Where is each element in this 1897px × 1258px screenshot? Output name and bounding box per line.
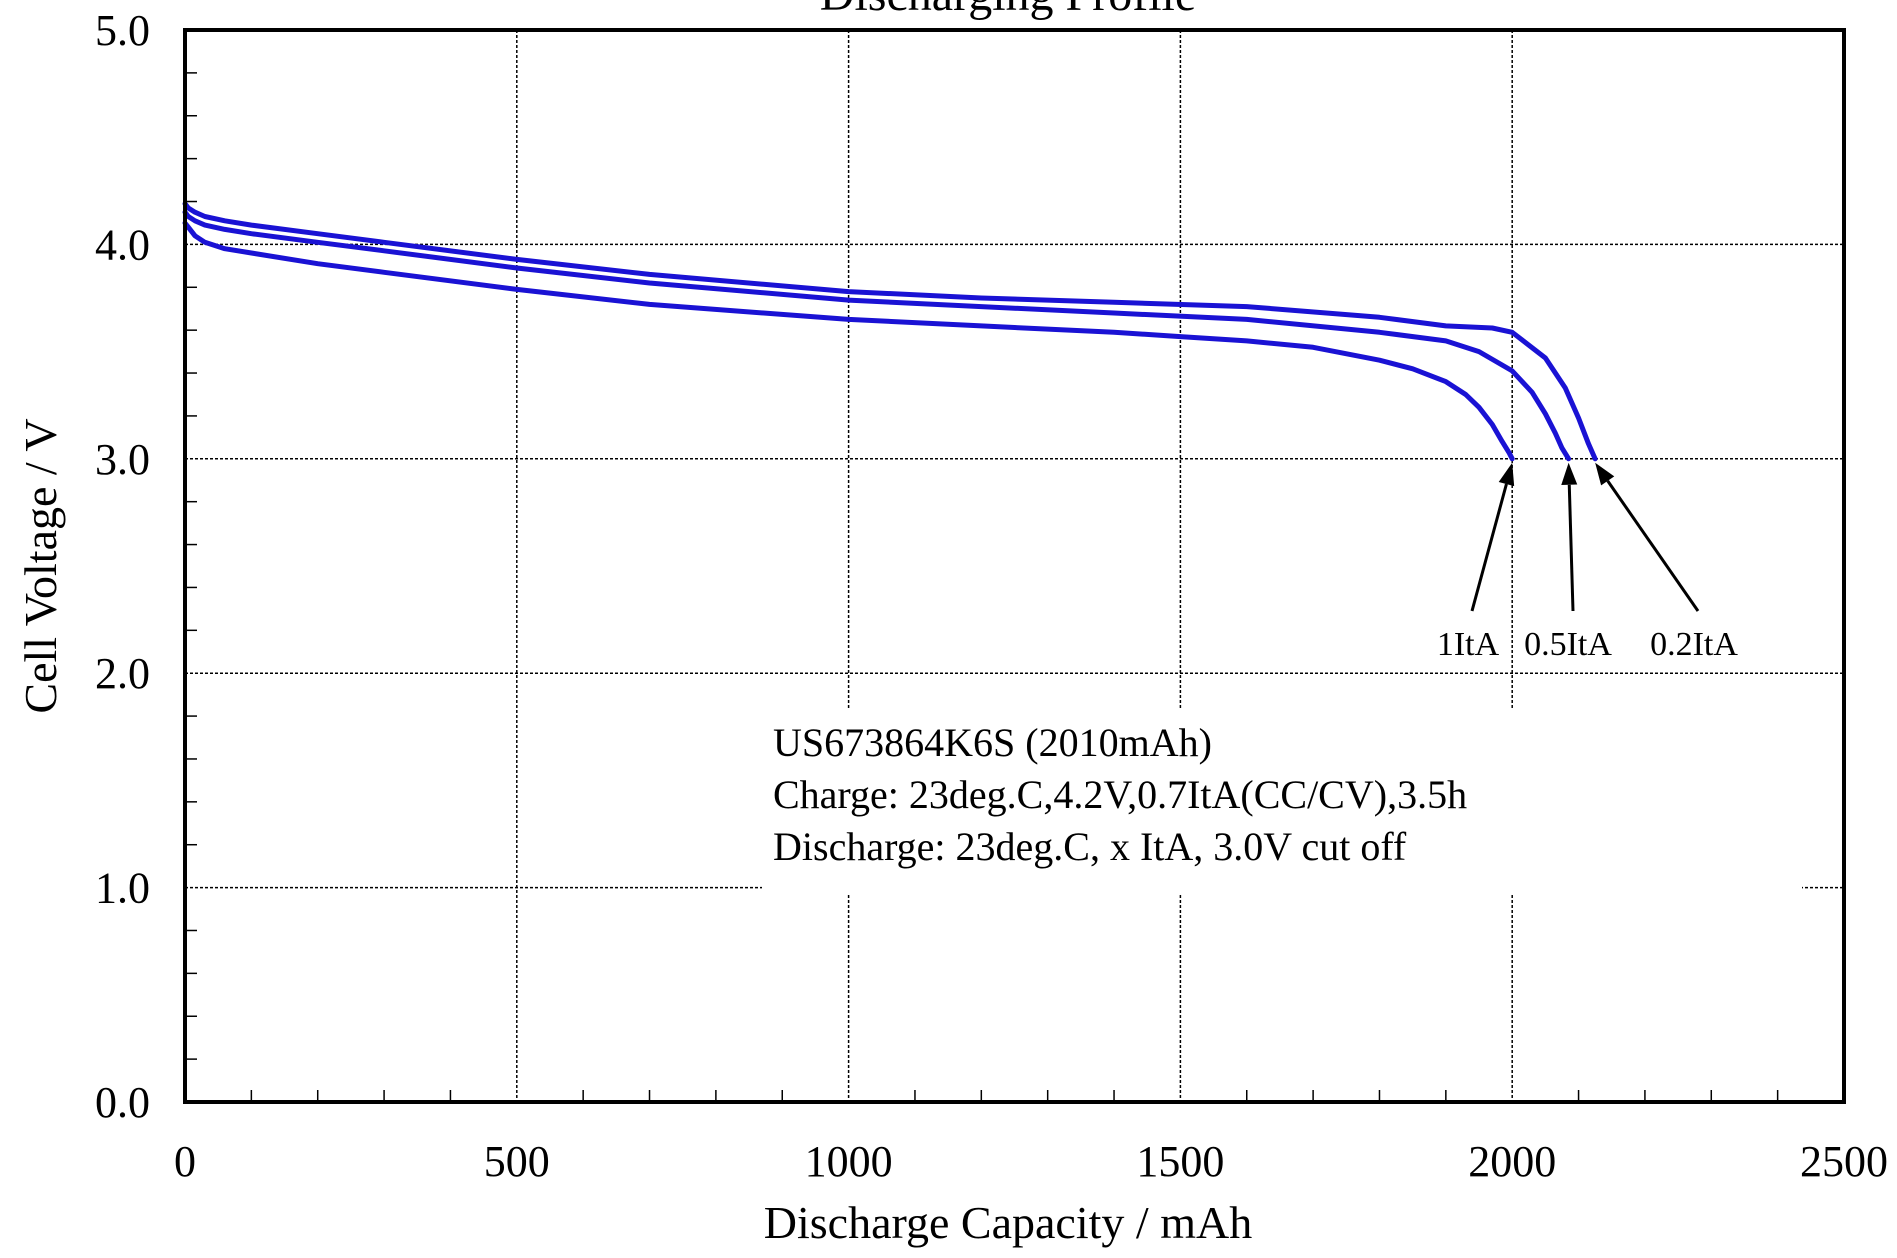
info-box: [762, 708, 1802, 894]
x-tick-label: 1000: [805, 1137, 893, 1186]
annotation-label: 0.5ItA: [1524, 626, 1612, 663]
annotation-label: 1ItA: [1437, 626, 1500, 663]
y-tick-label: 2.0: [95, 649, 150, 698]
x-axis-tick-labels: 0 500 1000 1500 2000 2500: [174, 1137, 1888, 1186]
series-annotations: 1ItA 0.5ItA 0.2ItA: [1437, 462, 1738, 663]
series-line-0-2ita: [182, 201, 1598, 462]
annotation-arrow-head: [1595, 462, 1615, 486]
x-tick-label: 2500: [1800, 1137, 1888, 1186]
info-line-discharge: Discharge: 23deg.C, x ItA, 3.0V cut off: [773, 824, 1407, 869]
annotation-label: 0.2ItA: [1650, 626, 1738, 663]
y-tick-label: 5.0: [95, 6, 150, 55]
chart-title: Discharging Profile: [820, 0, 1196, 21]
x-tick-label: 500: [484, 1137, 550, 1186]
info-line-model: US673864K6S (2010mAh): [773, 720, 1212, 765]
series-line-1ita: [182, 220, 1515, 462]
grid-lines: [185, 30, 1844, 1102]
y-tick-label: 1.0: [95, 864, 150, 913]
info-line-charge: Charge: 23deg.C,4.2V,0.7ItA(CC/CV),3.5h: [773, 772, 1467, 817]
y-axis-tick-labels: 0.0 1.0 2.0 3.0 4.0 5.0: [95, 6, 150, 1127]
annotation-arrow-head: [1561, 462, 1578, 486]
series-lines: [182, 201, 1598, 462]
y-axis-title: Cell Voltage / V: [15, 418, 66, 713]
annotation-arrow-line: [1606, 480, 1700, 612]
y-tick-label: 3.0: [95, 435, 150, 484]
y-tick-label: 0.0: [95, 1078, 150, 1127]
x-tick-label: 0: [174, 1137, 196, 1186]
series-line-0-5ita: [182, 209, 1572, 462]
plot-frame: [183, 28, 1846, 1104]
x-axis-title: Discharge Capacity / mAh: [764, 1197, 1252, 1248]
y-tick-label: 4.0: [95, 220, 150, 269]
x-tick-label: 2000: [1468, 1137, 1556, 1186]
annotation-arrow-line: [1567, 484, 1575, 612]
annotation-arrow-line: [1470, 483, 1508, 612]
minor-ticks: [185, 72, 1779, 1102]
annotation-arrow-head: [1498, 462, 1515, 487]
x-tick-label: 1500: [1136, 1137, 1224, 1186]
